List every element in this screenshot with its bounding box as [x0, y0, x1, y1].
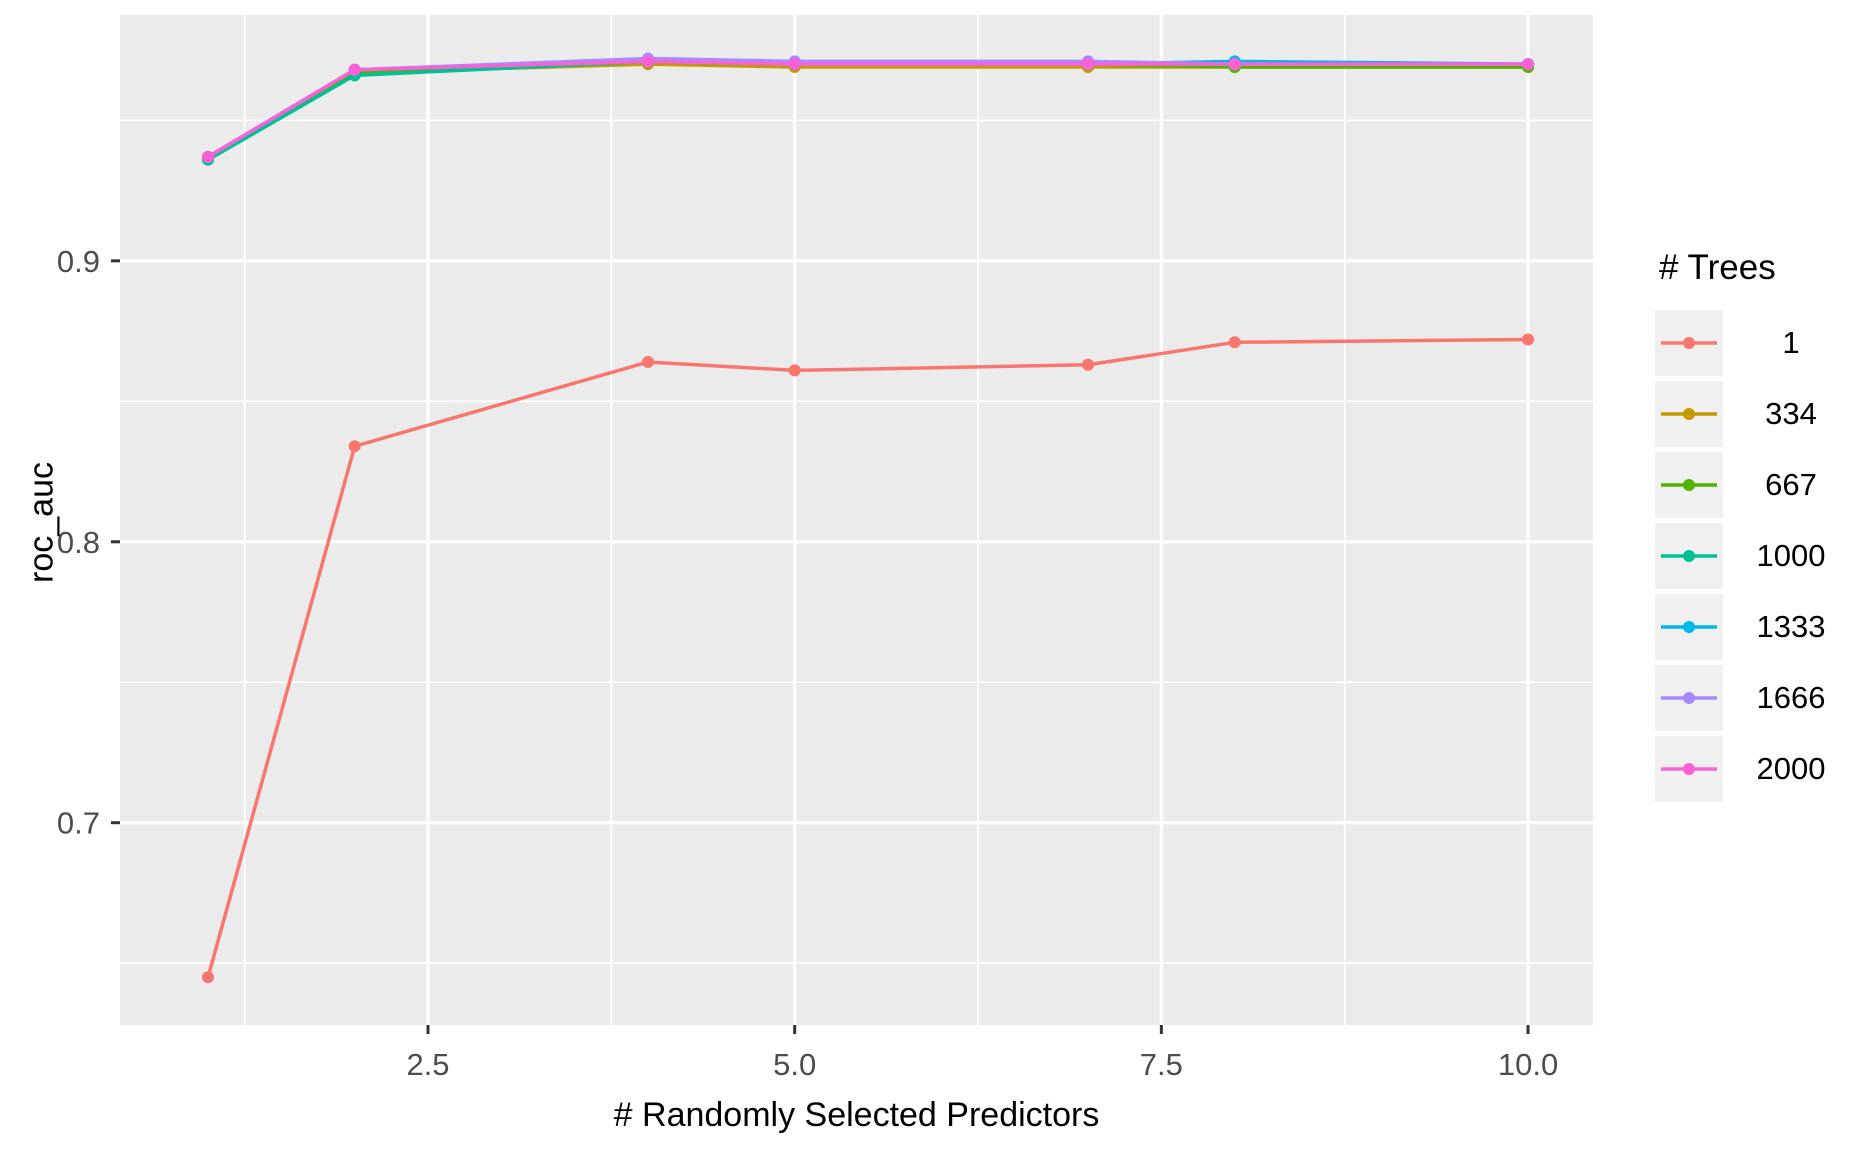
series-point-1 — [642, 355, 655, 368]
y-tick-label: 0.8 — [57, 525, 100, 560]
legend-key-swatch — [1655, 594, 1723, 660]
legend-key-icon — [1661, 550, 1717, 562]
legend-key-swatch — [1655, 665, 1723, 731]
series-point-2000 — [788, 58, 801, 71]
legend-key-icon — [1661, 408, 1717, 420]
y-tick-label: 0.9 — [57, 244, 100, 279]
legend-key-swatch — [1655, 452, 1723, 518]
legend-key-label: 1666 — [1756, 680, 1826, 715]
legend-key-row: 1666 — [1655, 665, 1865, 731]
legend-keys: 1 334 667 — [1655, 310, 1865, 802]
x-tick-label: 10.0 — [1498, 1047, 1558, 1082]
legend-key-swatch — [1655, 523, 1723, 589]
y-axis-title: roc_auc — [22, 462, 61, 583]
series-point-2000 — [642, 55, 655, 68]
x-tick-label: 7.5 — [1140, 1047, 1183, 1082]
series-point-2000 — [1228, 58, 1241, 71]
legend-key-swatch — [1655, 381, 1723, 447]
y-tick-label: 0.7 — [57, 806, 100, 841]
series-point-1 — [788, 364, 801, 377]
legend-key-icon — [1661, 692, 1717, 704]
legend-key-row: 1000 — [1655, 523, 1865, 589]
legend-key-row: 334 — [1655, 381, 1865, 447]
series-point-1 — [1228, 336, 1241, 349]
legend-key-label: 334 — [1765, 396, 1817, 431]
legend-key-row: 1333 — [1655, 594, 1865, 660]
series-point-2000 — [1522, 58, 1535, 71]
series-point-2000 — [202, 150, 215, 163]
series-point-1 — [1082, 358, 1095, 371]
legend-key-label: 2000 — [1756, 751, 1826, 786]
x-tick-label: 2.5 — [406, 1047, 449, 1082]
legend-key-label: 1333 — [1756, 609, 1826, 644]
legend-key-icon — [1661, 763, 1717, 775]
legend-key-icon — [1661, 337, 1717, 349]
series-point-2000 — [348, 63, 361, 76]
legend-key-label: 667 — [1765, 467, 1817, 502]
legend-key-row: 1 — [1655, 310, 1865, 376]
series-point-1 — [202, 971, 215, 984]
legend-key-swatch — [1655, 736, 1723, 802]
legend-key-row: 667 — [1655, 452, 1865, 518]
series-point-1 — [1522, 333, 1535, 346]
legend: # Trees 1 334 — [1655, 246, 1865, 807]
legend-key-label: 1000 — [1756, 538, 1826, 573]
legend-key-icon — [1661, 479, 1717, 491]
legend-title: # Trees — [1659, 248, 1776, 287]
legend-key-row: 2000 — [1655, 736, 1865, 802]
legend-key-swatch — [1655, 310, 1723, 376]
series-point-1 — [348, 440, 361, 453]
x-axis-title: # Randomly Selected Predictors — [613, 1096, 1100, 1134]
legend-key-label: 1 — [1782, 325, 1800, 360]
legend-key-icon — [1661, 621, 1717, 633]
x-tick-label: 5.0 — [773, 1047, 816, 1082]
series-point-2000 — [1082, 58, 1095, 71]
plot-panel — [120, 15, 1593, 1025]
